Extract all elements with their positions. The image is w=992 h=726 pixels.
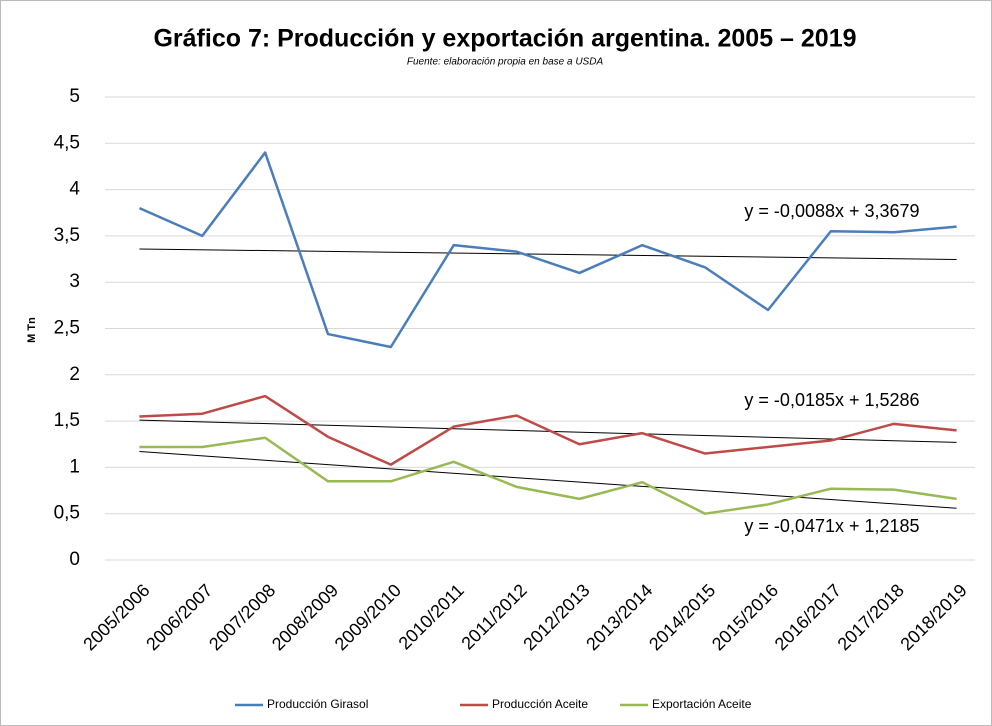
y-tick-label: 4: [69, 179, 80, 200]
trendline: [139, 419, 957, 443]
y-tick-label: 4,5: [54, 132, 80, 153]
series-line: [139, 394, 957, 466]
y-tick-label: 3: [69, 271, 80, 292]
y-tick-label: 0,5: [54, 503, 80, 524]
y-tick-label: 2,5: [54, 318, 80, 339]
chart-title: Gráfico 7: Producción y exportación arge…: [153, 25, 856, 53]
legend-label: Producción Aceite: [492, 697, 588, 711]
trendline-label: y = -0,0185x + 1,5286: [744, 390, 919, 410]
trendline-label: y = -0,0471x + 1,2185: [744, 516, 919, 536]
chart-subtitle: Fuente: elaboración propia en base a USD…: [407, 57, 604, 68]
y-tick-label: 5: [69, 86, 80, 107]
trendline: [139, 451, 957, 509]
trendline: [139, 248, 957, 261]
y-tick-label: 2: [69, 364, 80, 385]
series-line: [138, 151, 957, 349]
legend-label: Exportación Aceite: [652, 697, 752, 711]
legend-label: Producción Girasol: [267, 697, 368, 711]
y-axis-label: M Tn: [26, 317, 38, 343]
y-tick-label: 1,5: [54, 410, 80, 431]
y-tick-label: 3,5: [54, 225, 80, 246]
series-line: [139, 436, 957, 515]
y-tick-label: 0: [69, 549, 80, 570]
y-tick-label: 1: [69, 456, 80, 477]
trendline-label: y = -0,0088x + 3,3679: [744, 201, 919, 221]
